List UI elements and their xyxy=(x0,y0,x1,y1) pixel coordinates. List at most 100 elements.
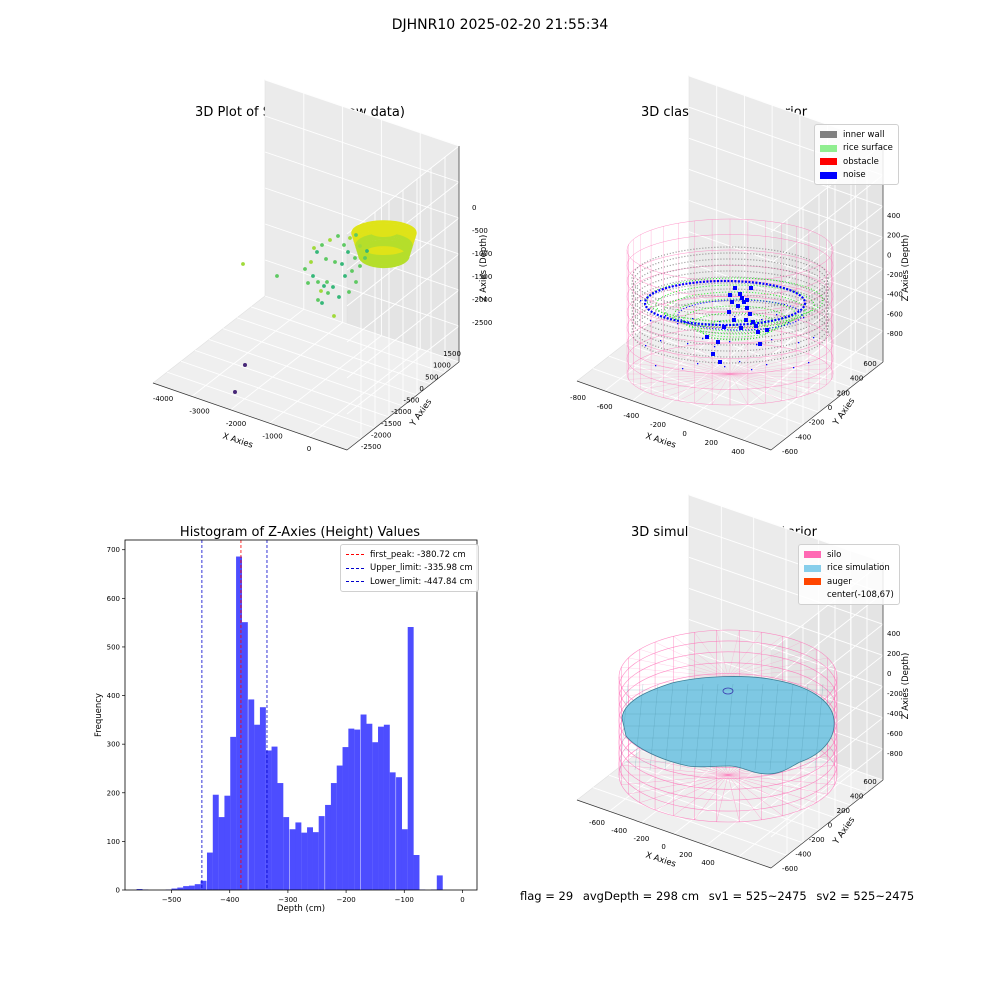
scatter-point xyxy=(326,291,330,295)
noise-point xyxy=(758,342,762,346)
scatter-point xyxy=(328,238,332,242)
silo-wireframe-spoke xyxy=(727,774,762,820)
figure-title: DJHNR10 2025-02-20 21:55:34 xyxy=(391,17,609,33)
tick-label: 200 xyxy=(837,807,850,815)
legend-label: first_peak: -380.72 cm xyxy=(370,549,466,560)
silo-wireframe-spoke xyxy=(727,774,740,822)
tick-label: 400 xyxy=(701,859,714,867)
noise-point xyxy=(742,300,746,304)
legend-item-upper-limit: Upper_limit: -335.98 cm xyxy=(346,562,473,576)
noise-point xyxy=(728,293,732,297)
rice-mesh-line xyxy=(619,683,629,771)
noise-point xyxy=(736,304,740,308)
histogram-bar xyxy=(366,723,373,890)
silo-wireframe-spoke xyxy=(729,373,827,385)
silo-wireframe-spoke xyxy=(678,347,731,375)
noise-point xyxy=(705,335,709,339)
panel2-content xyxy=(626,218,834,406)
rice-mesh-line xyxy=(784,683,794,771)
silo-wireframe-spoke xyxy=(639,774,729,803)
scatter-point xyxy=(358,264,362,268)
legend-label: center(-108,67) xyxy=(827,590,894,601)
z-axis-label: Z Axies (Depth) xyxy=(901,235,911,302)
histogram-bar xyxy=(436,875,443,890)
rice-mesh-line xyxy=(769,683,779,771)
histogram-bar xyxy=(277,783,284,890)
silo-wireframe-spoke xyxy=(628,774,729,795)
noise-point xyxy=(702,338,704,340)
noise-point xyxy=(730,300,734,304)
silo-wireframe-spoke xyxy=(694,344,731,375)
y-tick-label: 700 xyxy=(107,546,120,554)
histogram-bar xyxy=(283,817,290,890)
scatter-point xyxy=(354,280,358,284)
noise-point xyxy=(711,352,715,356)
x-tick-label: 0 xyxy=(460,896,464,904)
silo-wireframe-spoke xyxy=(727,667,835,678)
sv2-value: sv2 = 525~2475 xyxy=(816,889,915,903)
tick-label: -400 xyxy=(887,291,903,299)
noise-point xyxy=(724,366,726,368)
silo-wireframe-spoke xyxy=(628,368,731,375)
tick-label: -800 xyxy=(887,750,903,758)
legend-label: Upper_limit: -335.98 cm xyxy=(370,563,473,574)
rice-surface-ring xyxy=(682,305,788,335)
silo-wireframe-spoke xyxy=(716,630,729,678)
rice-surface-ring xyxy=(664,291,806,329)
noise-point xyxy=(765,328,769,332)
silo-wireframe-spoke xyxy=(729,363,827,375)
noise-point xyxy=(697,363,699,365)
z-axis-label: Z Axies (Depth) xyxy=(479,235,489,302)
rice-mesh-line xyxy=(814,683,824,771)
histogram-ylabel: Frequency xyxy=(94,693,104,737)
y-tick-label: 400 xyxy=(107,692,120,700)
scatter-point xyxy=(333,260,337,264)
legend-swatch xyxy=(804,592,821,599)
histogram-bar xyxy=(136,889,143,890)
legend-item-rice-simulation: rice simulation xyxy=(804,562,894,576)
histogram-bars xyxy=(136,556,443,890)
noise-point xyxy=(808,362,810,364)
tick-label: 1500 xyxy=(443,350,461,358)
grid-line xyxy=(592,368,788,438)
legend-label: rice surface xyxy=(843,143,893,154)
x-axis-line xyxy=(576,380,772,451)
histogram-bar xyxy=(194,884,201,890)
legend-item-inner-wall: inner wall xyxy=(820,128,893,142)
silo-wireframe-spoke xyxy=(729,373,797,398)
silo-wireframe-spoke xyxy=(673,774,729,816)
noise-point xyxy=(729,341,731,343)
legend-line xyxy=(346,581,364,583)
rice-mesh-line xyxy=(709,683,719,771)
inner-wall-ring xyxy=(631,258,829,322)
y-tick-label: 100 xyxy=(107,838,120,846)
scatter-point xyxy=(241,262,245,266)
histogram-vlines xyxy=(201,540,268,890)
tick-label: 0 xyxy=(887,670,891,678)
grid-line xyxy=(608,774,804,844)
histogram-bar xyxy=(218,817,225,890)
tick-label: 0 xyxy=(828,822,832,830)
histogram-bar xyxy=(271,746,278,890)
histogram-ticks: −500 −400 −300 −200 −100 0 0 100 200 300 400 500 600… xyxy=(107,546,465,904)
silo-wireframe-spoke xyxy=(727,641,802,678)
tick-label: 400 xyxy=(887,630,900,638)
silo-wireframe-spoke xyxy=(711,343,731,375)
silo-wireframe-spoke xyxy=(729,373,749,405)
tick-label: -600 xyxy=(782,448,798,456)
x-tick-label: −100 xyxy=(395,896,414,904)
histogram-bar xyxy=(254,724,261,890)
tick-label: -200 xyxy=(887,271,903,279)
scatter-point xyxy=(324,257,328,261)
x-axis-line xyxy=(576,799,772,869)
noise-point xyxy=(640,300,642,302)
histogram-bar xyxy=(188,885,195,890)
silo-wireframe-spoke xyxy=(628,373,731,380)
noise-point xyxy=(682,368,684,370)
scatter-point xyxy=(337,295,341,299)
histogram-bar xyxy=(265,750,272,890)
legend-label: auger xyxy=(827,576,852,587)
histogram-bar xyxy=(206,852,213,890)
noise-point xyxy=(745,298,749,302)
